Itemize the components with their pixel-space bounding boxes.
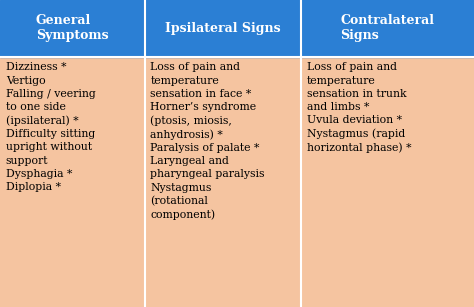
Text: Contralateral
Signs: Contralateral Signs (340, 14, 435, 42)
Text: Dizziness *
Vertigo
Falling / veering
to one side
(ipsilateral) *
Difficulty sit: Dizziness * Vertigo Falling / veering to… (6, 62, 95, 192)
Bar (0, 0, 474, 57)
Text: Loss of pain and
temperature
sensation in trunk
and limbs *
Uvula deviation *
Ny: Loss of pain and temperature sensation i… (307, 62, 411, 153)
Text: General
Symptoms: General Symptoms (36, 14, 109, 42)
Text: Ipsilateral Signs: Ipsilateral Signs (165, 22, 281, 35)
Text: Loss of pain and
temperature
sensation in face *
Horner’s syndrome
(ptosis, mios: Loss of pain and temperature sensation i… (150, 62, 265, 220)
